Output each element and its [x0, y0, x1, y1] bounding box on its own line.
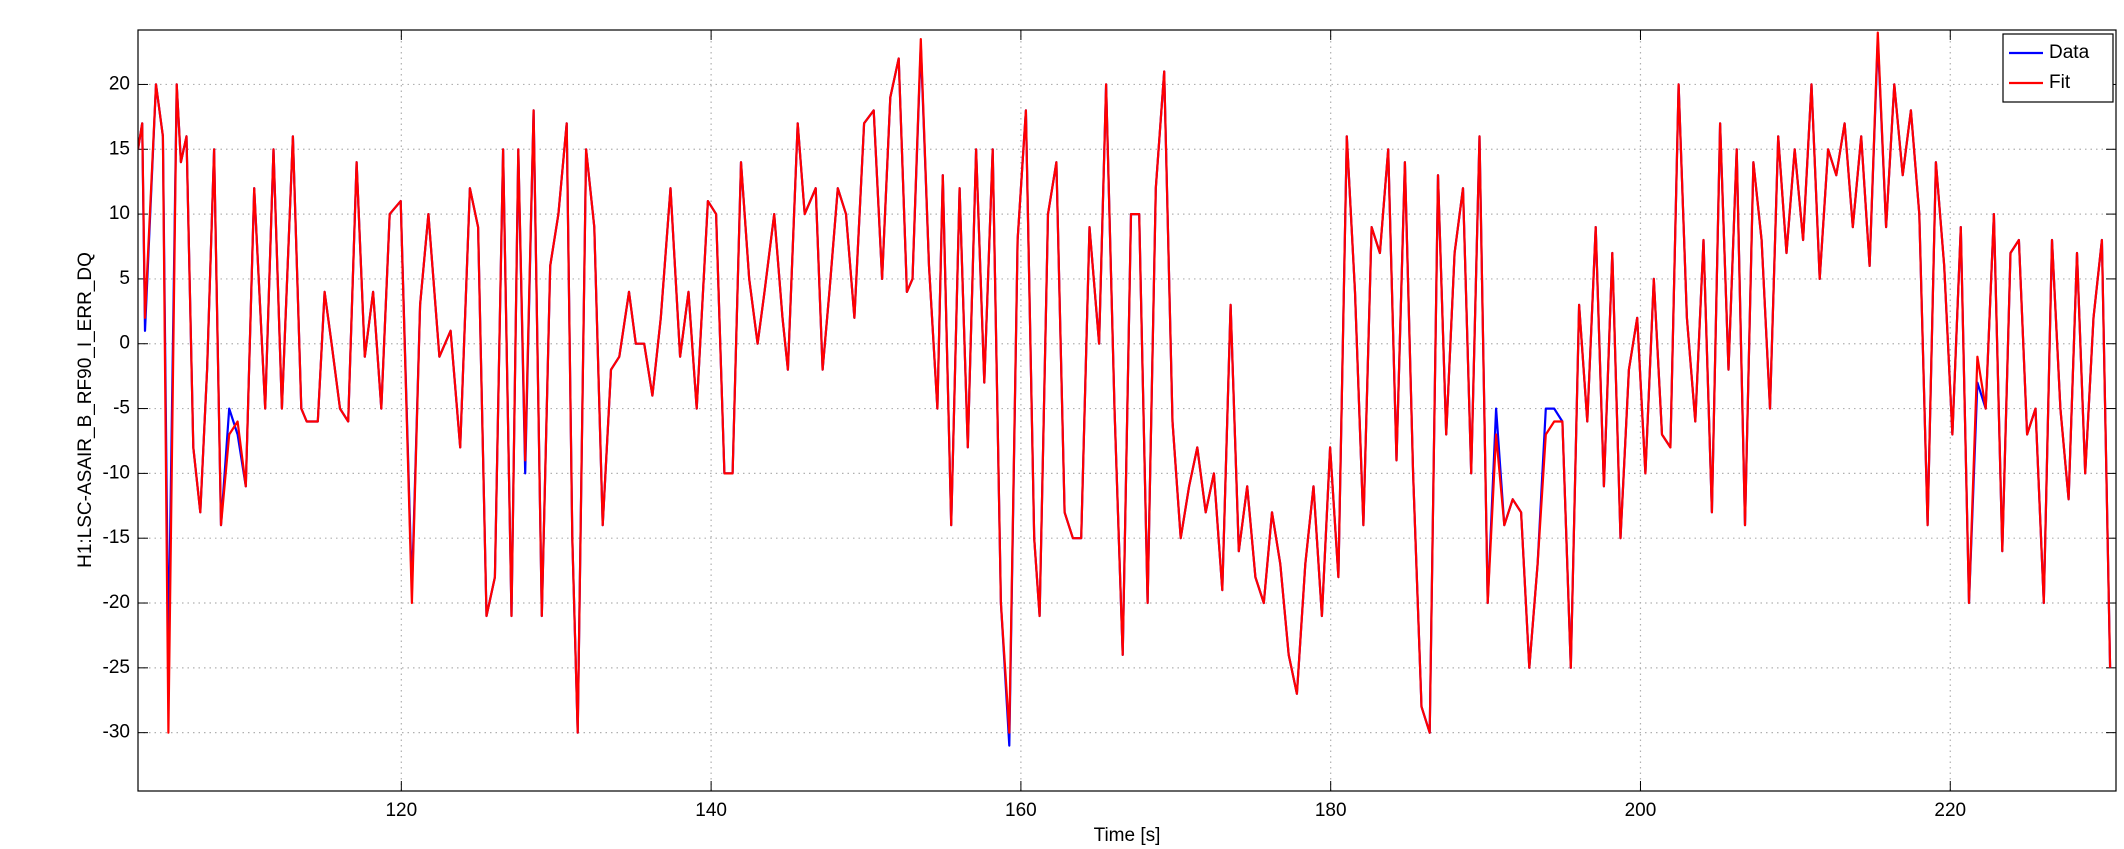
legend-box: [2002, 33, 2114, 103]
y-tick-label: -10: [103, 462, 130, 483]
x-tick-label: 220: [1934, 800, 1966, 821]
x-tick-label: 160: [1005, 800, 1037, 821]
y-tick-label: -25: [103, 657, 130, 678]
y-tick-label: 20: [109, 73, 130, 94]
y-tick-label: 15: [109, 138, 130, 159]
legend-label: Data: [2049, 42, 2090, 63]
series-line: [138, 31, 2112, 734]
y-axis-label: H1:LSC-ASAIR_B_RF90_I_ERR_DQ: [75, 252, 96, 568]
y-tick-label: -20: [103, 592, 130, 613]
x-tick-label: 200: [1625, 800, 1657, 821]
legend-label: Fit: [2049, 72, 2071, 93]
y-tick-label: 5: [119, 268, 130, 289]
y-tick-label: -15: [103, 527, 130, 548]
y-tick-label: 10: [109, 203, 130, 224]
x-axis-label: Time [s]: [1094, 825, 1161, 846]
x-tick-label: 140: [695, 800, 727, 821]
y-tick-label: -5: [113, 398, 130, 419]
x-tick-label: 180: [1315, 800, 1347, 821]
y-tick-label: 0: [119, 333, 130, 354]
plot-frame: [137, 29, 2117, 792]
plot-lines: [138, 31, 2112, 747]
x-tick-label: 120: [385, 800, 417, 821]
y-tick-label: -30: [103, 722, 130, 743]
